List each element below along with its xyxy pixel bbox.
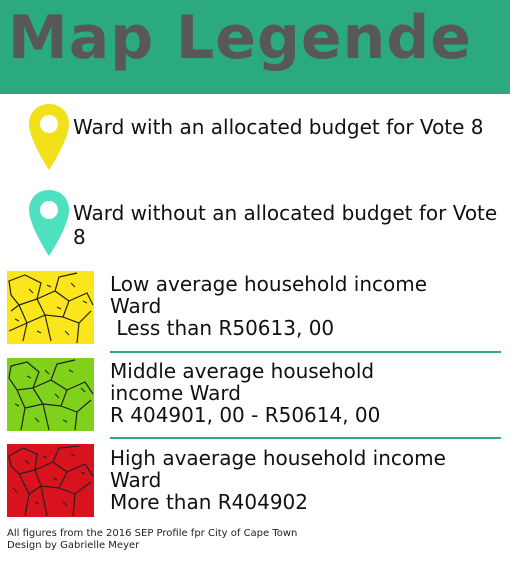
- tier-high-label: High avaerage household income Ward More…: [110, 447, 508, 513]
- tier-middle-line-2: income Ward: [110, 381, 241, 405]
- divider: [110, 437, 501, 439]
- pin-label-allocated: Ward with an allocated budget for Vote 8: [73, 115, 484, 139]
- tier-middle-label: Middle average household income Ward R 4…: [110, 360, 508, 426]
- tier-high-line-2: Ward: [110, 468, 162, 492]
- tier-low-label: Low average household income Ward Less t…: [110, 273, 508, 339]
- page-title: Map Legende: [8, 3, 472, 73]
- middle-income-ward-map-tile-icon: [7, 358, 94, 431]
- divider: [110, 351, 501, 353]
- low-income-ward-map-tile-icon: [7, 271, 94, 344]
- tier-middle-line-1: Middle average household: [110, 359, 375, 383]
- pin-label-unallocated: Ward without an allocated budget for Vot…: [73, 201, 498, 249]
- yellow-map-pin-icon: [27, 102, 71, 176]
- tier-high-line-3: More than R404902: [110, 490, 308, 514]
- tier-middle-line-3: R 404901, 00 - R50614, 00: [110, 403, 381, 427]
- footer-designer: Design by Gabrielle Meyer: [7, 540, 140, 551]
- tier-low-line-3: Less than R50613, 00: [110, 316, 335, 340]
- footer-credits: All figures from the 2016 SEP Profile fp…: [7, 528, 297, 552]
- tier-high-line-1: High avaerage household income: [110, 446, 446, 470]
- tier-low-line-2: Ward: [110, 294, 162, 318]
- footer-source: All figures from the 2016 SEP Profile fp…: [7, 528, 298, 539]
- header-banner: Map Legende: [0, 0, 510, 94]
- tier-low-line-1: Low average household income: [110, 272, 428, 296]
- high-income-ward-map-tile-icon: [7, 444, 94, 517]
- turquoise-map-pin-icon: [27, 188, 71, 262]
